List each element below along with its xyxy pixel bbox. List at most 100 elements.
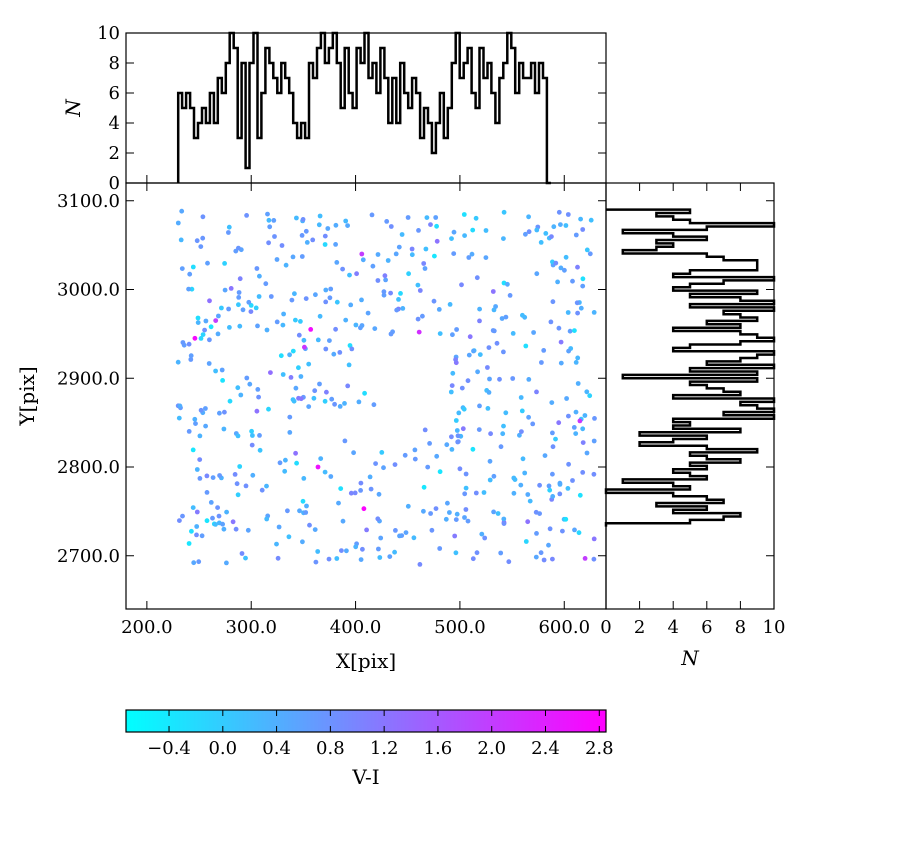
y-tick-label: 3100.0 [57,191,120,212]
scatter-point [449,447,455,452]
x-tick-label: 600.0 [538,617,590,638]
scatter-point [340,266,345,272]
scatter-point [254,266,260,271]
scatter-point [196,559,202,565]
scatter-point [176,415,182,421]
scatter-point [455,433,461,439]
scatter-point [263,281,269,287]
scatter-point [470,556,476,562]
scatter-point [312,388,318,394]
scatter-point [563,223,569,228]
scatter-point [591,471,597,477]
scatter-point [510,331,516,336]
right-histogram-frame [605,182,775,610]
scatter-point [351,450,356,456]
scatter-point [328,286,334,292]
top-histogram-frame [125,32,607,184]
scatter-point [553,260,559,266]
scatter-point [326,556,332,562]
scatter-point [562,267,567,273]
scatter-point [570,278,575,284]
scatter-ylabel: Y[pix] [15,366,39,426]
scatter-point [290,254,296,260]
scatter-point [437,331,443,336]
scatter-point [272,234,277,239]
scatter-point [487,477,493,483]
scatter-point [175,220,181,226]
scatter-point [381,289,387,295]
scatter-point [274,319,280,325]
scatter-point [405,503,411,509]
scatter-point [310,237,316,243]
scatter-point [487,458,493,464]
scatter-point [195,320,201,325]
scatter-point [563,254,569,260]
scatter-point [375,278,381,283]
scatter-point [293,450,298,456]
scatter-point [423,246,429,252]
scatter-point [429,527,435,533]
scatter-point [197,476,203,481]
scatter-point [465,378,471,384]
scatter-point [447,510,452,515]
scatter-point [551,224,557,230]
scatter-point [580,276,586,282]
scatter-point [349,346,355,352]
x-tick-label: 300.0 [225,617,277,638]
scatter-point [499,316,505,321]
scatter-point [399,232,405,237]
scatter-point [235,492,241,498]
scatter-point [463,471,469,477]
y-tick-label: 2700.0 [57,546,120,567]
scatter-point [520,456,526,462]
x-tick-label: 200.0 [121,617,173,638]
scatter-point [434,223,439,229]
scatter-point [203,318,209,324]
scatter-point [416,228,421,233]
scatter-point [340,518,346,524]
scatter-point [486,345,492,350]
top-histogram: 0 2 4 6 8 10 N [61,23,607,194]
scatter-point [434,238,440,244]
scatter-point [412,456,418,462]
scatter-point [331,351,337,357]
scatter-point [591,556,597,562]
scatter-point [580,283,586,289]
scatter-point [448,389,454,395]
scatter-point [243,555,248,561]
scatter-point [304,503,309,509]
scatter-point [412,447,418,453]
scatter-point [382,273,388,279]
scatter-point [584,389,590,395]
scatter-point [424,215,430,221]
scatter-point [210,475,216,480]
scatter-point [215,331,221,337]
scatter-point [444,442,450,448]
scatter-point [220,378,226,383]
scatter-point [563,516,569,522]
scatter-point [460,426,466,432]
scatter-point [293,317,298,323]
scatter-point [372,326,378,331]
scatter-point [501,349,506,355]
scatter-point [356,399,362,405]
scatter-point [348,490,354,496]
scatter-point [298,396,304,402]
scatter-point [306,404,312,409]
scatter-point [570,478,575,483]
scatter-point [379,450,385,455]
scatter-point [198,336,204,341]
scatter-point [202,327,208,333]
scatter-point [517,432,522,438]
scatter-point [450,370,456,376]
scatter-point [388,331,394,337]
scatter-point [312,527,318,532]
scatter-point [498,550,504,556]
scatter-point [361,506,367,512]
scatter-point [278,353,284,359]
scatter-point [179,266,185,271]
scatter-point [353,322,359,328]
scatter-point [375,252,381,257]
scatter-point [485,365,490,370]
scatter-point [198,407,204,413]
